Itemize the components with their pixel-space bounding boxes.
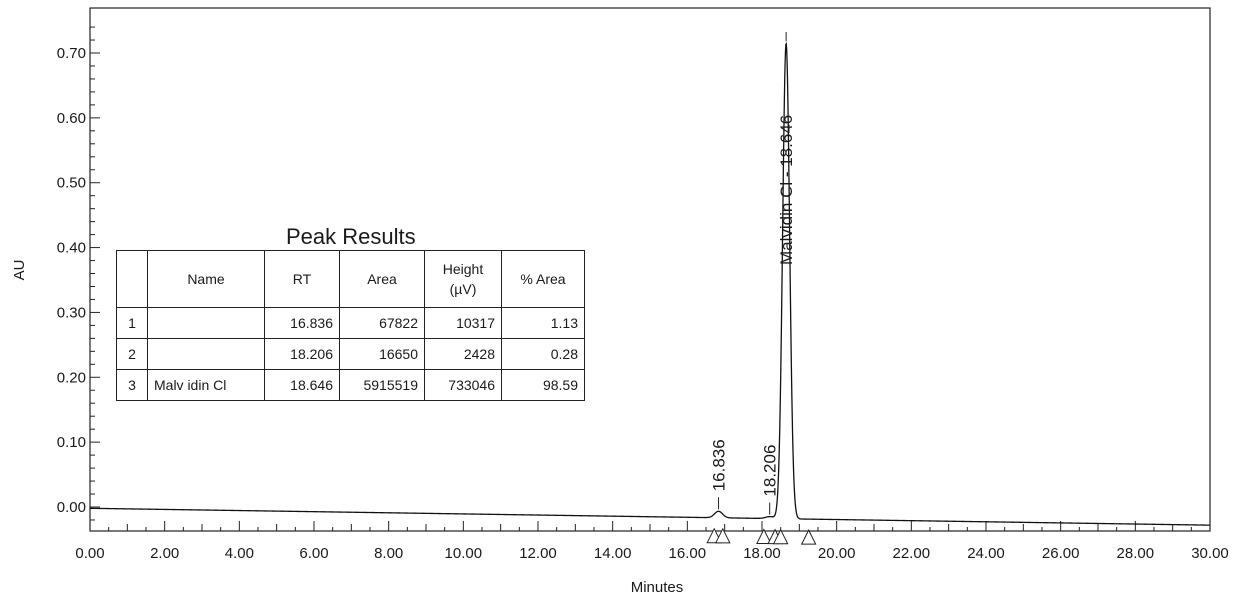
row-area: 67822 — [339, 307, 425, 339]
integration-marker — [772, 528, 789, 545]
header-name: Name — [147, 250, 265, 308]
x-tick-label: 0.00 — [75, 545, 104, 562]
tick-labels: 0.00 0.10 0.20 0.30 0.40 0.50 0.60 0.70 0.00 2.00… — [57, 45, 1229, 562]
row-height: 733046 — [424, 369, 502, 401]
row-name — [147, 307, 265, 339]
table-row: 2 18.206 16650 2428 0.28 — [116, 338, 585, 370]
x-tick-label: 22.00 — [893, 545, 931, 562]
y-tick-label: 0.60 — [57, 110, 86, 127]
y-tick-label: 0.40 — [57, 240, 86, 257]
row-pct-area: 98.59 — [501, 369, 585, 401]
row-height: 2428 — [424, 338, 502, 370]
header-area: Area — [339, 250, 425, 308]
row-rt: 16.836 — [264, 307, 340, 339]
peak-label: 16.836 — [710, 439, 729, 491]
peak-labels: 16.836 18.206 Malvidin Cl - 18.646 — [710, 32, 796, 515]
x-tick-label: 20.00 — [818, 545, 856, 562]
trace-line — [90, 41, 1210, 526]
row-area: 16650 — [339, 338, 425, 370]
row-rt: 18.646 — [264, 369, 340, 401]
y-tick-label: 0.00 — [57, 499, 86, 516]
row-name — [147, 338, 265, 370]
x-tick-label: 30.00 — [1191, 545, 1229, 562]
row-index: 3 — [116, 369, 148, 401]
peak-results-table: Name RT Area Height (µV) % Area 1 16.836… — [116, 250, 585, 401]
peak-label: 18.206 — [761, 445, 780, 497]
x-tick-label: 6.00 — [299, 545, 328, 562]
table-title: Peak Results — [286, 224, 416, 249]
table-row: 3 Malv idin Cl 18.646 5915519 733046 98.… — [116, 369, 585, 401]
header-rt: RT — [264, 250, 340, 308]
x-axis-label: Minutes — [631, 579, 684, 596]
x-tick-label: 18.00 — [743, 545, 781, 562]
y-tick-label: 0.10 — [57, 434, 86, 451]
table-row: 1 16.836 67822 10317 1.13 — [116, 307, 585, 339]
x-tick-label: 10.00 — [445, 545, 483, 562]
integration-marker — [756, 528, 772, 544]
header-pct-area: % Area — [501, 250, 585, 308]
table-header-row: Name RT Area Height (µV) % Area — [116, 250, 585, 308]
x-tick-label: 14.00 — [594, 545, 632, 562]
row-area: 5915519 — [339, 369, 425, 401]
peak-label: Malvidin Cl - 18.646 — [777, 115, 796, 265]
row-pct-area: 1.13 — [501, 307, 585, 339]
y-tick-label: 0.50 — [57, 175, 86, 192]
row-name: Malv idin Cl — [147, 369, 265, 401]
header-index — [116, 250, 148, 308]
x-tick-label: 12.00 — [519, 545, 557, 562]
row-index: 2 — [116, 338, 148, 370]
y-tick-label: 0.30 — [57, 304, 86, 321]
x-tick-label: 26.00 — [1042, 545, 1080, 562]
x-tick-label: 2.00 — [150, 545, 179, 562]
y-axis-label: AU — [11, 260, 28, 281]
y-tick-label: 0.20 — [57, 369, 86, 386]
x-tick-label: 8.00 — [374, 545, 403, 562]
chromatogram-trace — [90, 41, 1210, 526]
row-index: 1 — [116, 307, 148, 339]
x-tick-label: 4.00 — [225, 545, 254, 562]
x-tick-label: 16.00 — [669, 545, 707, 562]
integration-marker — [800, 528, 817, 545]
header-height: Height (µV) — [424, 250, 502, 308]
x-tick-label: 24.00 — [967, 545, 1005, 562]
y-tick-label: 0.70 — [57, 45, 86, 62]
row-pct-area: 0.28 — [501, 338, 585, 370]
row-height: 10317 — [424, 307, 502, 339]
integration-markers — [706, 527, 817, 545]
tick-marks — [89, 26, 1211, 531]
integration-marker — [714, 527, 731, 544]
x-tick-label: 28.00 — [1117, 545, 1155, 562]
row-rt: 18.206 — [264, 338, 340, 370]
